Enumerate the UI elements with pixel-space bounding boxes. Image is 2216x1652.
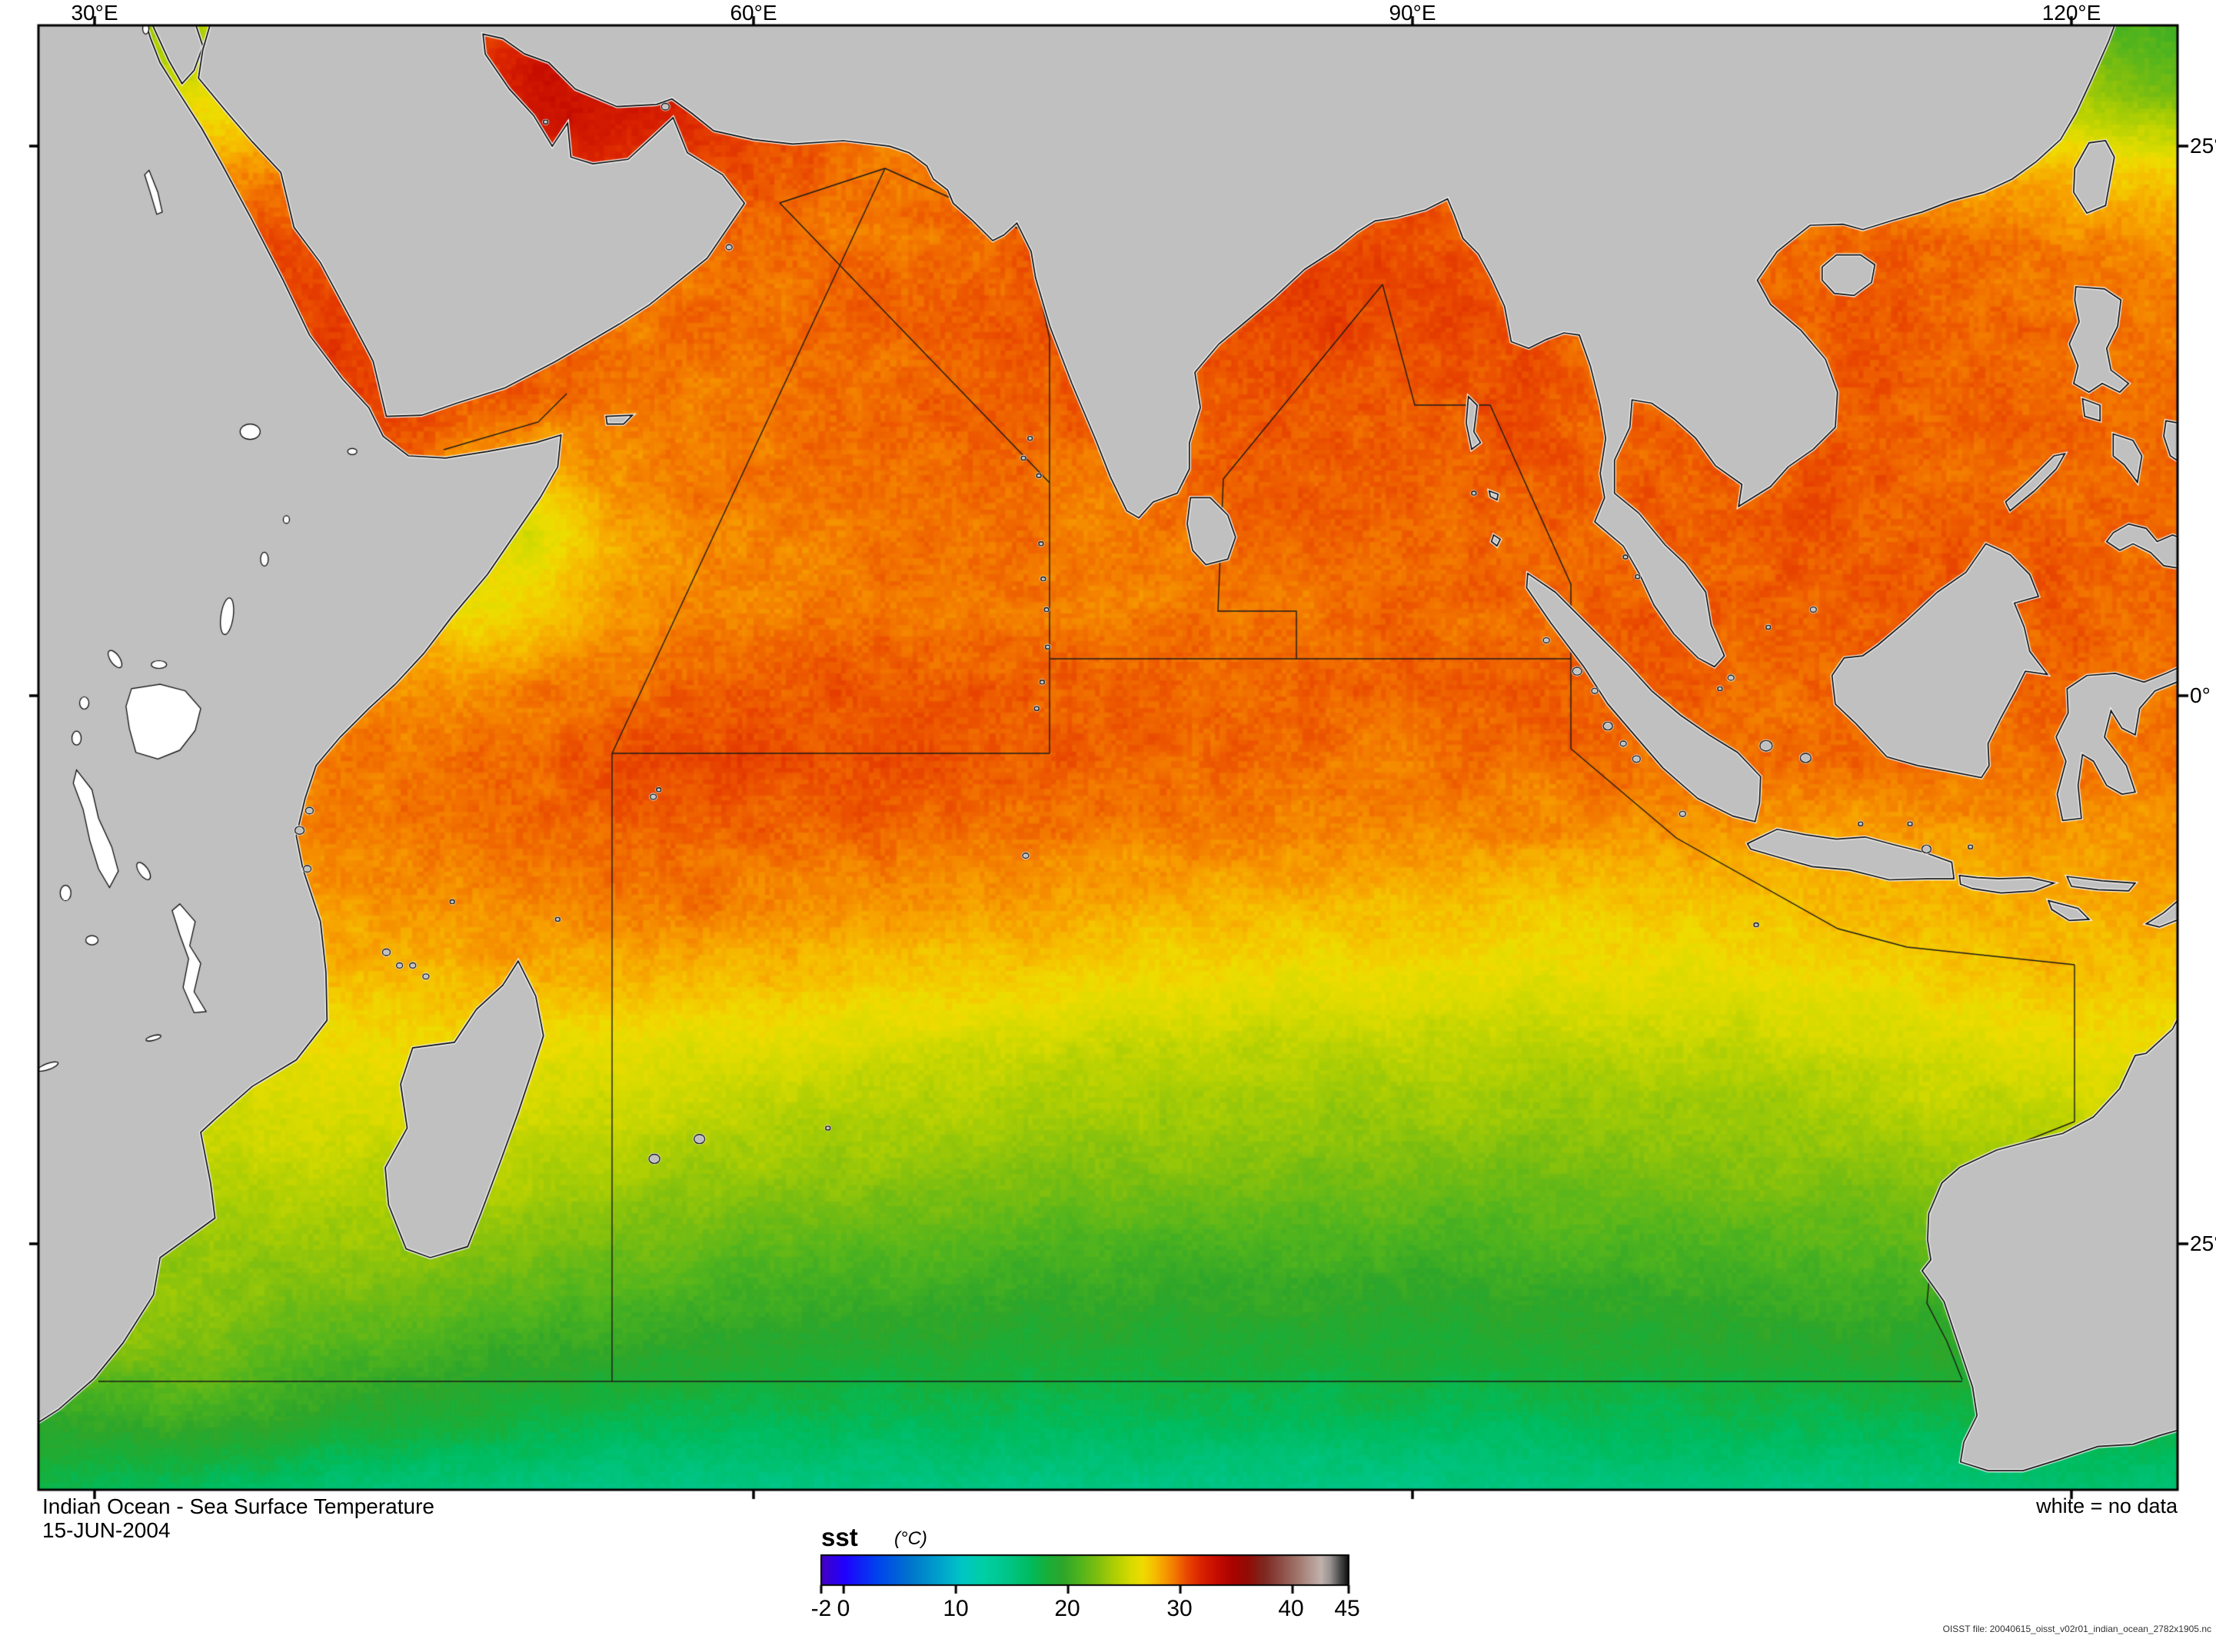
lon-label-60e: 60°E [730, 1, 777, 25]
lon-label-120e: 120°E [2041, 1, 2101, 25]
lat-label-25n: 25° [2190, 134, 2216, 158]
colorbar-tick-40: 40 [1278, 1596, 1304, 1621]
lon-label-30e: 30°E [71, 1, 118, 25]
colorbar-variable-name: sst [821, 1523, 858, 1551]
colorbar-tick-45: 45 [1334, 1596, 1360, 1621]
colorbar-tick-10: 10 [943, 1596, 969, 1621]
source-file-note: OISST file: 20040615_oisst_v02r01_indian… [1942, 1624, 2211, 1634]
colorbar-tick-20: 20 [1054, 1596, 1080, 1621]
colorbar-units: (°C) [894, 1528, 927, 1549]
colorbar-tick-neg2: -2 [810, 1596, 832, 1621]
no-data-note: white = no data [2036, 1494, 2178, 1517]
colorbar-tick-30: 30 [1166, 1596, 1193, 1621]
map-title: Indian Ocean - Sea Surface Temperature [42, 1494, 435, 1518]
map-date: 15-JUN-2004 [42, 1518, 171, 1542]
lon-label-90e: 90°E [1389, 1, 1436, 25]
colorbar-tick-0: 0 [837, 1596, 850, 1621]
lat-label-0: 0° [2190, 683, 2211, 707]
lat-label-25s: 25° [2190, 1232, 2216, 1255]
